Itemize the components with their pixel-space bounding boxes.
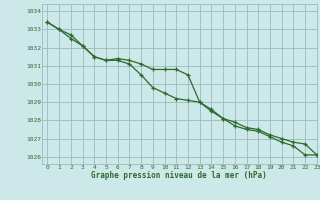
X-axis label: Graphe pression niveau de la mer (hPa): Graphe pression niveau de la mer (hPa) bbox=[91, 171, 267, 180]
